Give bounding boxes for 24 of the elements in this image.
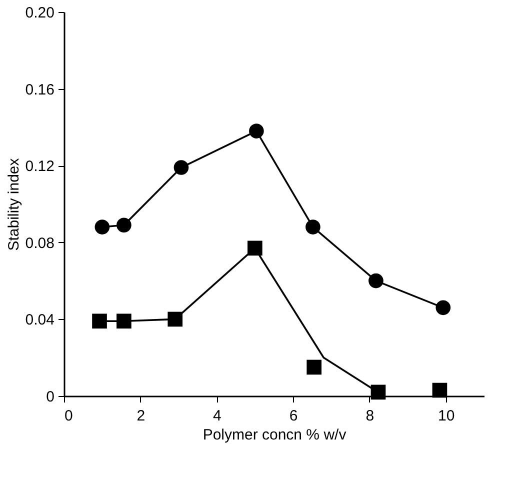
y-tick-label: 0.16 [25, 81, 54, 98]
x-tick-label: 6 [289, 408, 298, 424]
point [306, 220, 320, 234]
y-axis-title: Stability index [5, 158, 22, 251]
y-tick-label: 0.20 [25, 4, 54, 22]
point [92, 314, 107, 329]
x-tick-label: 2 [136, 408, 146, 424]
point [249, 124, 264, 138]
point [174, 160, 189, 175]
x-axis-title: Polymer concn % w/v [202, 426, 347, 444]
point [94, 220, 110, 234]
point [116, 218, 132, 233]
x-tick-label: 10 [438, 408, 455, 424]
point [306, 360, 322, 375]
y-tick-label: 0.08 [25, 234, 54, 252]
point [436, 300, 451, 316]
y-tick-label: 0 [46, 388, 54, 406]
x-tick-label: 4 [213, 408, 222, 424]
point [432, 382, 448, 398]
point [368, 273, 384, 288]
y-tick-label: 0.12 [25, 158, 54, 176]
x-tick-label: 8 [366, 408, 374, 424]
y-tick-label: 0.04 [25, 312, 54, 329]
x-tick-label: 0 [64, 408, 73, 424]
